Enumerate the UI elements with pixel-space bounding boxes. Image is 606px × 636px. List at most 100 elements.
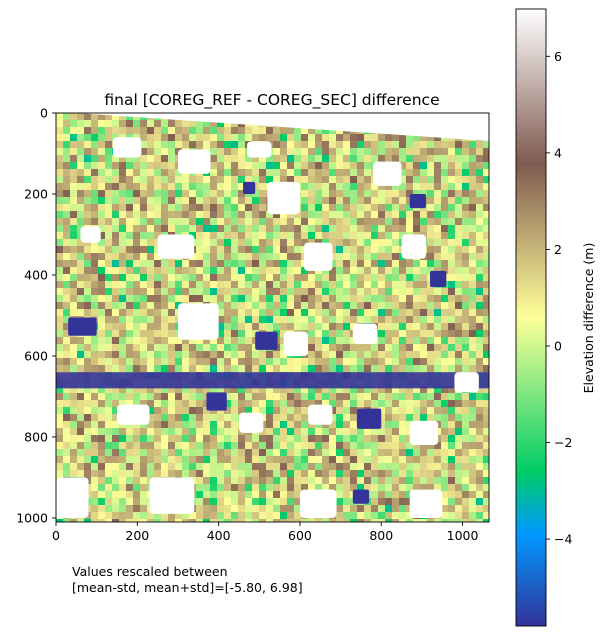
map-cell bbox=[91, 183, 98, 190]
map-cell bbox=[63, 309, 70, 316]
map-cell bbox=[98, 204, 105, 211]
map-cell bbox=[357, 204, 364, 211]
map-cell bbox=[203, 183, 210, 190]
map-cell bbox=[420, 141, 427, 148]
map-cell bbox=[182, 470, 189, 477]
map-cell bbox=[196, 344, 203, 351]
map-cell bbox=[434, 316, 441, 323]
map-cell bbox=[273, 302, 280, 309]
map-cell bbox=[259, 134, 266, 141]
map-cell bbox=[287, 295, 294, 302]
map-cell bbox=[231, 456, 238, 463]
map-cell bbox=[217, 232, 224, 239]
map-cell bbox=[378, 421, 385, 428]
map-cell bbox=[175, 176, 182, 183]
map-cell bbox=[336, 365, 343, 372]
map-cell bbox=[336, 435, 343, 442]
map-cell bbox=[70, 274, 77, 281]
map-cell bbox=[413, 281, 420, 288]
map-cell bbox=[147, 316, 154, 323]
map-cell bbox=[455, 330, 462, 337]
map-cell bbox=[462, 190, 469, 197]
map-cell bbox=[245, 267, 252, 274]
map-cell bbox=[329, 218, 336, 225]
map-cell bbox=[427, 239, 434, 246]
map-cell bbox=[385, 386, 392, 393]
map-cell bbox=[364, 141, 371, 148]
map-cell bbox=[469, 267, 476, 274]
map-cell bbox=[210, 442, 217, 449]
map-cell bbox=[182, 281, 189, 288]
map-cell bbox=[189, 470, 196, 477]
map-cell bbox=[448, 288, 455, 295]
map-cell bbox=[238, 386, 245, 393]
map-cell bbox=[294, 127, 301, 134]
map-cell bbox=[105, 484, 112, 491]
map-cell bbox=[56, 344, 63, 351]
map-cell bbox=[98, 414, 105, 421]
map-cell bbox=[140, 197, 147, 204]
map-cell bbox=[308, 211, 315, 218]
map-cell bbox=[378, 316, 385, 323]
map-cell bbox=[315, 435, 322, 442]
map-cell bbox=[385, 414, 392, 421]
map-cell bbox=[476, 218, 483, 225]
map-cell bbox=[308, 183, 315, 190]
map-cell bbox=[448, 491, 455, 498]
map-cell bbox=[175, 225, 182, 232]
map-cell bbox=[434, 211, 441, 218]
map-cell bbox=[147, 309, 154, 316]
map-cell bbox=[364, 428, 371, 435]
map-cell bbox=[462, 435, 469, 442]
x-tick-label: 400 bbox=[207, 528, 231, 543]
map-cell bbox=[287, 169, 294, 176]
map-cell bbox=[371, 218, 378, 225]
map-cell bbox=[119, 211, 126, 218]
map-cell bbox=[91, 470, 98, 477]
map-cell bbox=[84, 386, 91, 393]
map-cell bbox=[343, 512, 350, 519]
map-cell bbox=[266, 316, 273, 323]
map-cell bbox=[154, 435, 161, 442]
map-cell bbox=[329, 141, 336, 148]
map-cell bbox=[378, 288, 385, 295]
map-cell bbox=[182, 365, 189, 372]
map-cell bbox=[406, 463, 413, 470]
map-cell bbox=[119, 225, 126, 232]
map-cell bbox=[175, 386, 182, 393]
map-cell bbox=[315, 456, 322, 463]
map-cell bbox=[483, 302, 489, 309]
map-cell bbox=[161, 337, 168, 344]
map-cell bbox=[231, 295, 238, 302]
map-cell bbox=[203, 449, 210, 456]
map-cell bbox=[406, 148, 413, 155]
map-cell bbox=[427, 197, 434, 204]
map-cell bbox=[112, 428, 119, 435]
map-cell bbox=[378, 302, 385, 309]
map-cell bbox=[434, 365, 441, 372]
map-cell bbox=[266, 127, 273, 134]
map-cell bbox=[112, 351, 119, 358]
map-cell bbox=[119, 337, 126, 344]
map-cell bbox=[231, 232, 238, 239]
map-cell bbox=[399, 260, 406, 267]
map-cell bbox=[119, 400, 126, 407]
map-cell bbox=[245, 365, 252, 372]
map-cell bbox=[371, 141, 378, 148]
map-cell bbox=[112, 253, 119, 260]
map-cell bbox=[273, 127, 280, 134]
map-cell bbox=[350, 421, 357, 428]
map-cell bbox=[448, 211, 455, 218]
map-cell bbox=[84, 309, 91, 316]
map-cell bbox=[336, 505, 343, 512]
map-cell bbox=[329, 386, 336, 393]
map-cell bbox=[98, 218, 105, 225]
map-cell bbox=[357, 519, 364, 522]
map-cell bbox=[63, 148, 70, 155]
map-cell bbox=[217, 477, 224, 484]
map-cell bbox=[406, 169, 413, 176]
map-cell bbox=[343, 232, 350, 239]
map-cell bbox=[147, 386, 154, 393]
map-cell bbox=[406, 358, 413, 365]
map-cell bbox=[259, 477, 266, 484]
